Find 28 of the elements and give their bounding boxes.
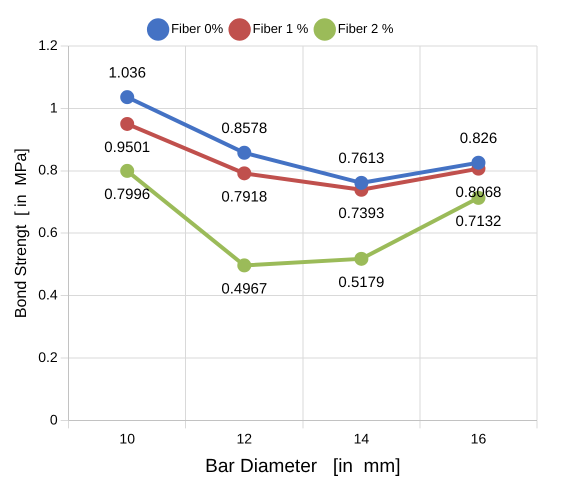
data-label: 0.7613 (338, 150, 384, 168)
y-tick-label: 0.2 (38, 348, 58, 365)
data-label: 0.8578 (221, 120, 268, 137)
data-label: 1.036 (108, 64, 146, 82)
data-label: 0.4967 (221, 280, 268, 298)
x-axis-title: Bar Diameter [in mm] (205, 456, 400, 477)
legend-label: Fiber 1 % (252, 21, 309, 36)
legend-label: Fiber 0% (171, 21, 224, 36)
y-tick-label: 0.6 (38, 224, 58, 240)
data-label: 0.7393 (338, 204, 384, 222)
data-label: 0.7918 (221, 188, 268, 206)
y-tick-label: 0.4 (38, 286, 58, 302)
y-tick-label: 0.8 (38, 162, 58, 178)
y-axis-title: Bond Strengt [ in MPa] (13, 148, 30, 318)
x-tick-label: 14 (354, 430, 370, 447)
y-tick-label: 1.2 (38, 36, 58, 53)
x-tick-label: 10 (119, 430, 136, 447)
data-label: 0.826 (460, 130, 498, 147)
y-tick-label: 0 (50, 411, 58, 428)
data-label: 0.8068 (456, 184, 502, 201)
data-label: 0.7132 (456, 213, 502, 230)
x-tick-label: 16 (470, 430, 486, 447)
data-label: 0.7996 (104, 186, 150, 204)
x-tick-label: 12 (236, 430, 252, 447)
data-label: 0.5179 (338, 274, 384, 291)
legend-label: Fiber 2 % (338, 21, 394, 36)
y-tick-label: 1 (50, 99, 58, 116)
data-label: 0.9501 (104, 139, 150, 156)
